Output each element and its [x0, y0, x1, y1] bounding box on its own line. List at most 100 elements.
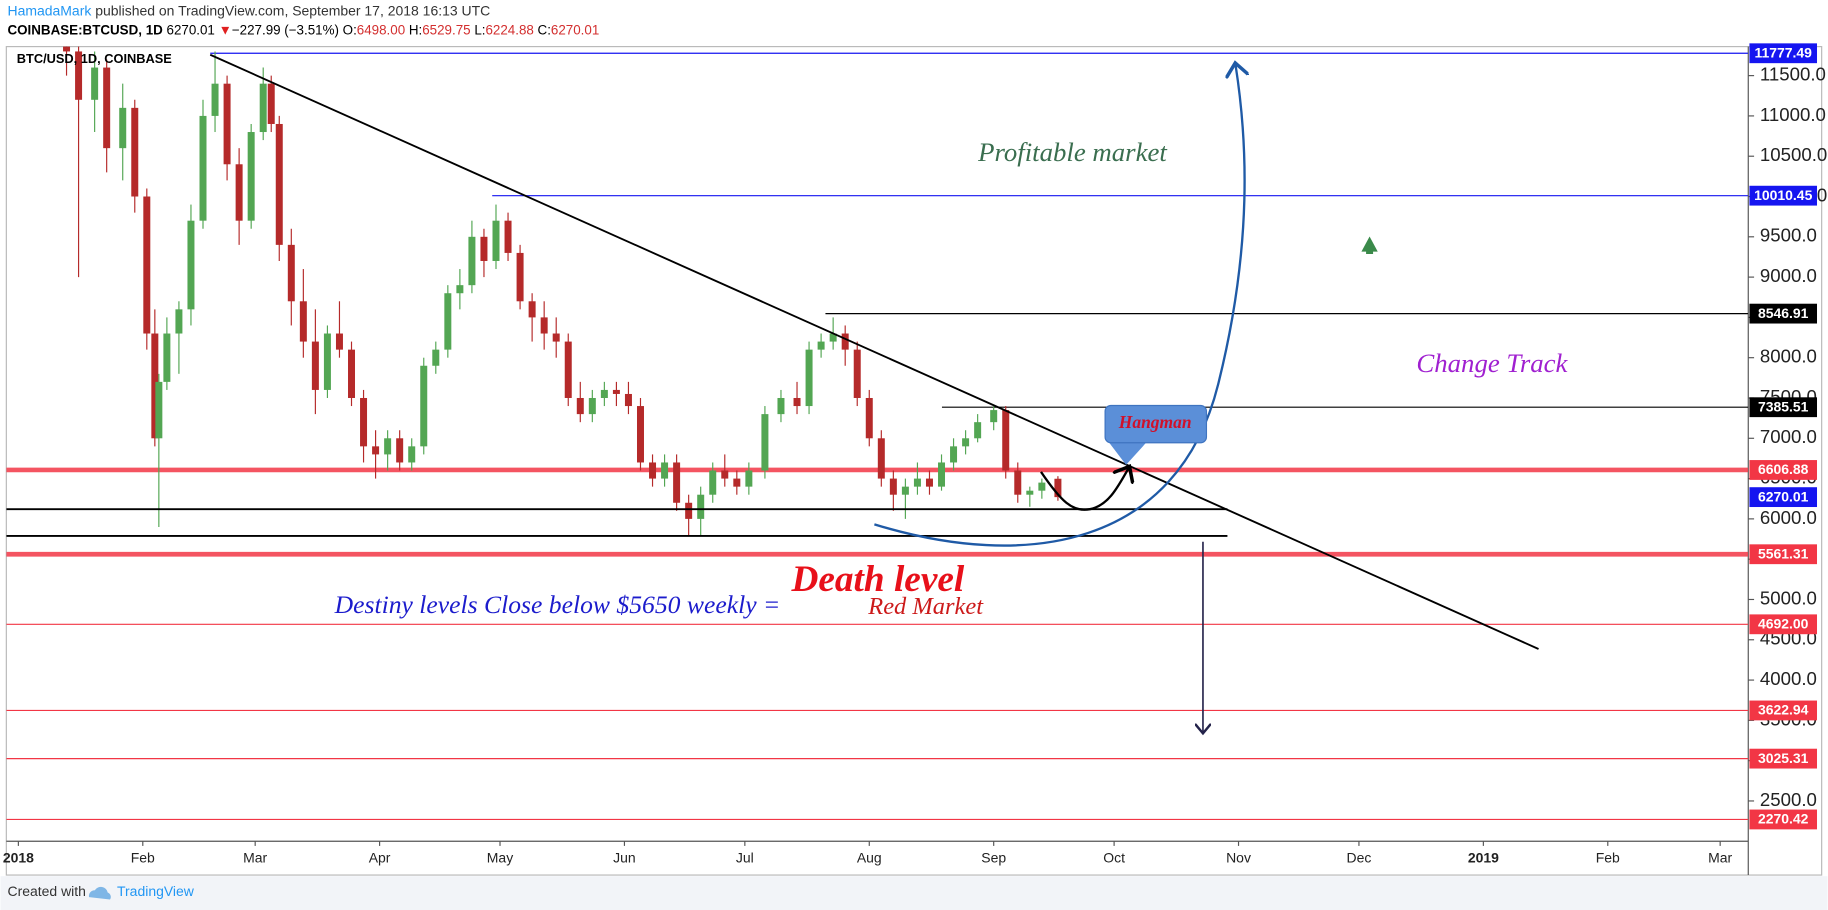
candle-body: [624, 393, 632, 407]
y-tick-label: 11500.0: [1760, 64, 1826, 85]
candle-body: [235, 164, 243, 221]
price-tag-label: 11777.49: [1754, 45, 1812, 61]
footer-brand: TradingView: [117, 883, 195, 899]
price-tag: [1749, 43, 1818, 64]
y-tick-label: 8000.0: [1760, 346, 1817, 367]
price-tag: [1749, 614, 1818, 635]
y-tick-label: 6000.0: [1760, 507, 1817, 528]
candle-body: [151, 333, 159, 439]
candle-body: [817, 341, 825, 350]
candle-body: [889, 478, 897, 495]
brand-icon: [88, 886, 111, 900]
h-value: 6529.75: [422, 22, 470, 37]
y-tick-label: 4000.0: [1760, 668, 1817, 689]
candle-body: [745, 470, 753, 487]
candle-body: [456, 285, 464, 294]
axes: 2500.03000.03500.04000.04500.05000.05500…: [3, 43, 1827, 865]
candle-body: [877, 438, 885, 479]
candle-body: [865, 397, 873, 439]
change-track-label: Change Track: [1416, 348, 1568, 378]
arrow: ▼: [219, 22, 232, 37]
candle-body: [600, 389, 608, 398]
price-tag-label: 7385.51: [1758, 398, 1809, 414]
candle-body: [187, 220, 195, 310]
x-tick-label: Jul: [736, 849, 754, 865]
x-tick-label: Nov: [1226, 849, 1251, 865]
price-tag-label: 2270.42: [1758, 811, 1809, 827]
candle-body: [468, 236, 476, 286]
candle-body: [990, 410, 998, 423]
candle-body: [913, 478, 921, 487]
bounce-arrow: [1040, 468, 1128, 511]
candle-body: [1014, 470, 1022, 495]
candle-body: [432, 349, 440, 366]
c-label: C:: [538, 22, 551, 37]
death-level-label: Death level: [790, 559, 964, 600]
candle-body: [323, 333, 331, 390]
candle-body: [761, 414, 769, 471]
candle-body: [504, 220, 512, 253]
candle-body: [396, 438, 404, 463]
candle-body: [91, 67, 99, 100]
candle-body: [709, 470, 717, 495]
candle-body: [408, 446, 416, 463]
candle-body: [925, 478, 933, 487]
price-tag-label: 3025.31: [1758, 750, 1809, 766]
candle-body: [223, 83, 231, 165]
price-tag-label: 10010.45: [1754, 187, 1812, 203]
x-tick-label: Feb: [1596, 849, 1620, 865]
candle-body: [721, 470, 729, 479]
x-tick-label: Oct: [1103, 849, 1125, 865]
candle-body: [420, 365, 428, 447]
candle-body: [697, 494, 705, 519]
drawings: [6, 53, 1539, 732]
last: 6270.01: [167, 22, 215, 37]
price-tag-label: 5561.31: [1758, 546, 1809, 562]
header-line: HamadaMark published on TradingView.com,…: [7, 2, 490, 18]
candle-body: [636, 406, 644, 463]
candles: [63, 46, 1062, 536]
symbol-line: COINBASE:BTCUSD, 1D 6270.01 ▼−227.99 (−3…: [7, 22, 599, 37]
candle-body: [576, 397, 584, 415]
candle-body: [492, 220, 500, 261]
candle-body: [155, 381, 163, 439]
candle-body: [1038, 482, 1046, 491]
candle-body: [480, 236, 488, 261]
candle-body: [962, 438, 970, 447]
y-tick-label: 7000.0: [1760, 426, 1817, 447]
candle-body: [685, 502, 693, 519]
price-tag-label: 6270.01: [1758, 488, 1809, 504]
price-tag: [1749, 185, 1818, 206]
legend-title: BTC/USD, 1D, COINBASE: [17, 51, 172, 66]
candle-body: [540, 317, 548, 334]
published: published on TradingView.com, September …: [95, 2, 490, 18]
candle-body: [119, 107, 127, 149]
price-tag-label: 8546.91: [1758, 305, 1809, 321]
candle-body: [287, 244, 295, 302]
candle-body: [805, 349, 813, 407]
candle-body: [1026, 490, 1034, 495]
price-tag-label: 6606.88: [1758, 461, 1809, 477]
candle-body: [901, 486, 909, 495]
candle-body: [211, 83, 219, 116]
candle-body: [841, 333, 849, 350]
trend-line: [209, 53, 1539, 650]
x-tick-label: Sep: [981, 849, 1006, 865]
y-tick-label: 11000.0: [1760, 104, 1826, 125]
candle-body: [275, 123, 283, 245]
hangman-label: Hangman: [1118, 412, 1192, 432]
x-tick-label: 2018: [3, 849, 34, 865]
candle-body: [131, 107, 139, 197]
candle-body: [1002, 410, 1010, 471]
price-tag: [1749, 700, 1818, 721]
candle-body: [199, 115, 207, 221]
y-tick-label: 2500.0: [1760, 789, 1817, 810]
candle-body: [974, 422, 982, 439]
candle-body: [143, 196, 151, 334]
o-value: 6498.00: [357, 22, 405, 37]
footer-bg: [0, 876, 1828, 910]
x-tick-label: Feb: [131, 849, 155, 865]
y-tick-label: 5000.0: [1760, 587, 1817, 608]
candle-body: [938, 462, 946, 487]
candle-body: [311, 341, 319, 390]
